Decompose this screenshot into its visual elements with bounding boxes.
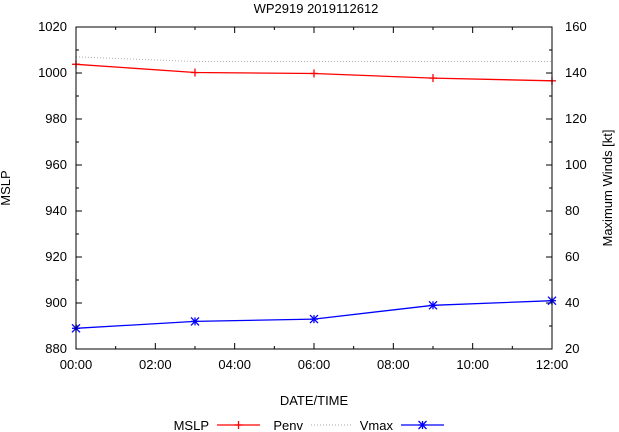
point-vmax-2-d2 [309,314,319,324]
point-mslp-2 [310,69,318,78]
point-mslp-3 [429,74,437,83]
y-right-tick-label: 120 [565,111,587,126]
y-left-tick-label: 880 [45,341,67,356]
y-right-tick-label: 80 [565,203,579,218]
axis-ticks: 00:00 02:00 04:00 06:00 08:00 10:00 12:00 880 90… [38,19,587,372]
y-left-tick-label: 920 [45,249,67,264]
legend-marker-mslp [234,421,243,429]
chart-title: WP2919 2019112612 [254,1,379,16]
point-vmax-3-d2 [428,300,438,310]
x-tick-label: 12:00 [536,357,569,372]
plot-frame [75,26,553,350]
y-right-tick-label: 140 [565,65,587,80]
y-left-tick-label: 900 [45,295,67,310]
series-line-vmax [75,300,553,329]
legend-label-mslp: MSLP [174,418,209,432]
x-tick-label: 04:00 [218,357,251,372]
y-left-tick-label: 1020 [38,19,67,34]
y-left-tick-label: 1000 [38,65,67,80]
y-axis-label-right: Maximum Winds [kt] [600,129,615,246]
y-right-tick-label: 100 [565,157,587,172]
legend-label-vmax: Vmax [360,418,394,432]
y-left-tick-label: 940 [45,203,67,218]
legend-marker-vmax [418,420,427,430]
y-right-tick-label: 40 [565,295,579,310]
x-axis-label: DATE/TIME [280,393,349,408]
x-tick-label: 00:00 [60,357,93,372]
x-tick-label: 10:00 [456,357,489,372]
series-layer [71,56,557,333]
point-vmax-2 [309,314,319,324]
x-tick-label: 08:00 [377,357,410,372]
y-axis-label-left: MSLP [0,170,13,205]
point-mslp-1 [191,68,199,77]
legend: MSLP Penv Vmax [174,418,444,432]
y-right-tick-label: 20 [565,341,579,356]
point-vmax-1 [190,316,200,326]
y-left-tick-label: 980 [45,111,67,126]
legend-marker-vmax-d2 [418,420,427,430]
series-line-penv [75,56,552,62]
x-tick-label: 02:00 [139,357,172,372]
y-right-tick-label: 60 [565,249,579,264]
point-vmax-3 [428,300,438,310]
legend-label-penv: Penv [273,418,303,432]
x-tick-label: 06:00 [298,357,331,372]
y-right-tick-label: 160 [565,19,587,34]
y-left-tick-label: 960 [45,157,67,172]
point-vmax-1-d2 [190,316,200,326]
